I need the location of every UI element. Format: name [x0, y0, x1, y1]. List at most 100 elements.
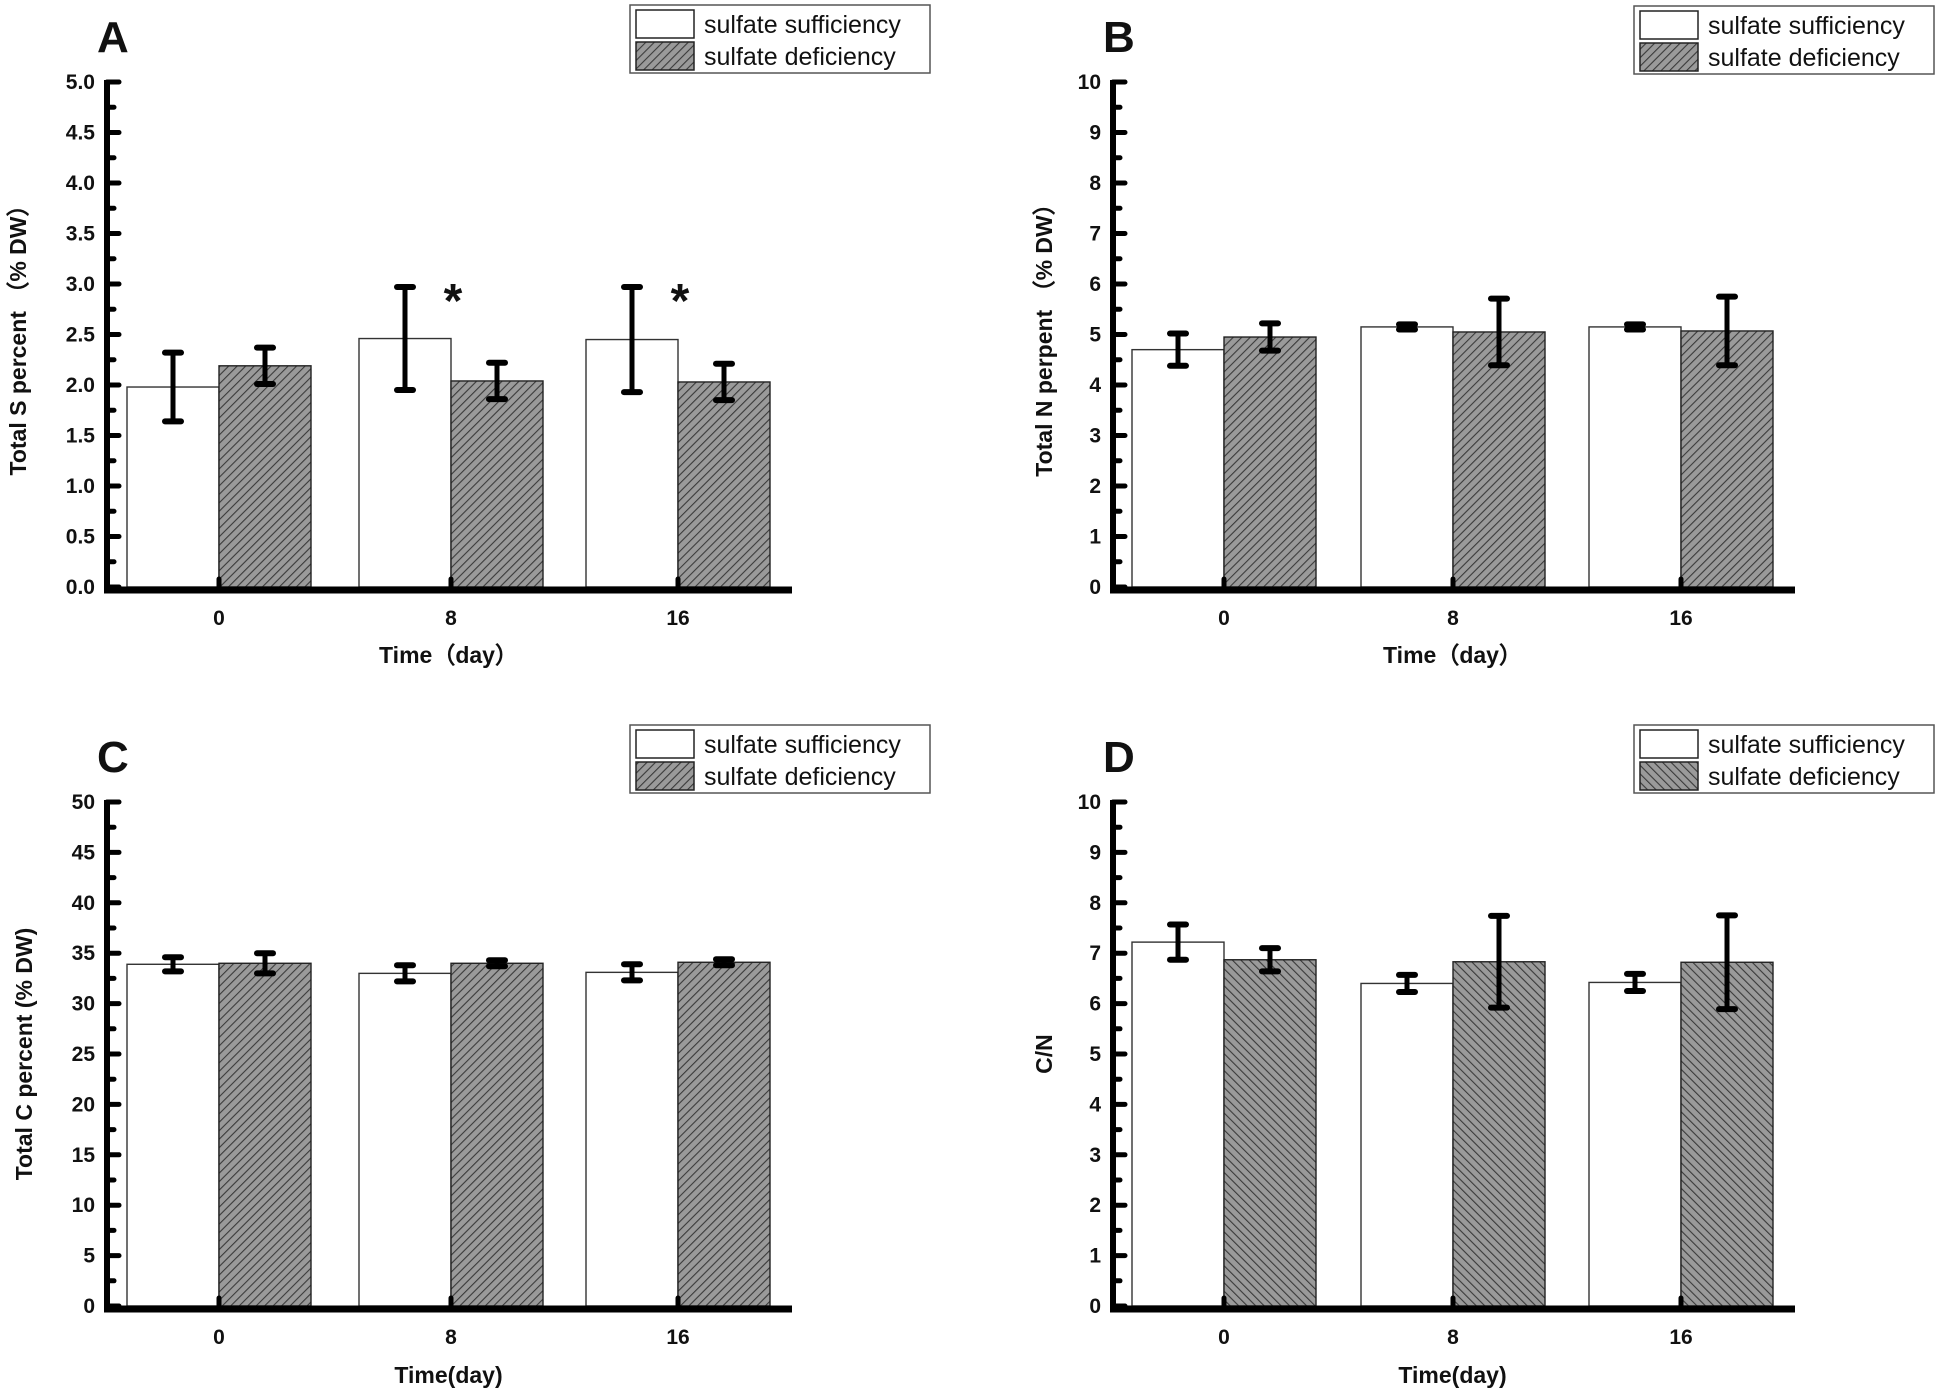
y-tick-label: 6 — [1089, 993, 1101, 1016]
error-bar — [162, 349, 184, 425]
panel-letter: B — [1103, 13, 1135, 62]
y-tick-label: 9 — [1089, 841, 1101, 864]
significance-marker: * — [444, 275, 463, 328]
error-bar — [621, 284, 643, 396]
y-tick-label: 6 — [1089, 273, 1101, 296]
y-tick-label: 0 — [1089, 576, 1101, 599]
legend: sulfate sufficiency sulfate deficiency — [1633, 5, 1935, 75]
x-tick-label: 8 — [445, 1326, 457, 1349]
legend-swatch-sufficiency — [1639, 729, 1699, 759]
x-tick-label: 8 — [445, 607, 457, 630]
bar-deficiency — [218, 962, 312, 1307]
bar-deficiency — [1452, 331, 1546, 588]
bar-deficiency — [1680, 961, 1774, 1307]
x-tick-label: 16 — [1669, 607, 1692, 630]
y-tick-label: 30 — [72, 993, 95, 1016]
bar-deficiency — [450, 380, 544, 588]
y-tick-label: 10 — [1078, 791, 1101, 814]
bar-deficiency — [677, 381, 771, 588]
error-bar — [394, 962, 416, 985]
panel-b: B 0 1 2 3 4 5 6 7 8 9 10 0 8 16 Time（day） Total N perpen… — [1031, 5, 1935, 668]
y-tick-label: 0 — [1089, 1295, 1101, 1318]
bar-sufficiency — [1588, 981, 1682, 1307]
x-tick-label: 0 — [1218, 1326, 1230, 1349]
x-tick-label: 0 — [1218, 607, 1230, 630]
y-axis-title: Total C percent (% DW) — [11, 928, 37, 1181]
legend-label: sulfate sufficiency — [704, 731, 901, 759]
error-bar — [1167, 330, 1189, 369]
error-bar — [1259, 945, 1281, 975]
y-tick-label: 2 — [1089, 475, 1101, 498]
error-bar — [1488, 295, 1510, 369]
legend-label: sulfate deficiency — [1708, 44, 1900, 72]
y-axis-title: Total S percent （% DW） — [5, 194, 31, 476]
legend-label: sulfate sufficiency — [704, 11, 901, 39]
x-tick-label: 0 — [213, 607, 225, 630]
x-tick-label: 8 — [1447, 607, 1459, 630]
bar-deficiency — [1452, 961, 1546, 1307]
error-bar — [1396, 321, 1418, 333]
bar-sufficiency — [358, 972, 452, 1307]
legend-swatch-deficiency — [635, 761, 695, 791]
y-tick-label: 4.0 — [66, 172, 95, 195]
legend: sulfate sufficiency sulfate deficiency — [1633, 724, 1935, 794]
x-tick-label: 16 — [666, 607, 689, 630]
legend: sulfate sufficiency sulfate deficiency — [629, 724, 931, 794]
bar-deficiency — [677, 961, 771, 1307]
error-bar — [713, 956, 735, 969]
panel-d: D 0 1 2 3 4 5 6 7 8 9 10 0 8 16 Time(day) C/N sulfate suf… — [1031, 724, 1935, 1388]
y-tick-label: 5 — [83, 1245, 95, 1268]
bar-deficiency — [218, 365, 312, 588]
y-tick-label: 3 — [1089, 425, 1101, 448]
y-tick-label: 1.0 — [66, 475, 95, 498]
x-tick-label: 16 — [666, 1326, 689, 1349]
bar-sufficiency — [1131, 348, 1225, 588]
y-tick-label: 2.0 — [66, 374, 95, 397]
error-bar — [713, 360, 735, 404]
y-tick-label: 0.0 — [66, 576, 95, 599]
significance-marker: * — [671, 275, 690, 328]
legend-swatch-deficiency — [635, 41, 695, 71]
y-tick-label: 5.0 — [66, 71, 95, 94]
error-bar — [1488, 912, 1510, 1011]
bar-deficiency — [450, 962, 544, 1307]
y-tick-label: 0 — [83, 1295, 95, 1318]
y-tick-label: 7 — [1089, 223, 1101, 246]
bar-deficiency — [1223, 959, 1317, 1307]
error-bar — [254, 344, 276, 387]
bar-sufficiency — [1360, 982, 1454, 1307]
y-tick-label: 45 — [72, 841, 96, 864]
legend-swatch-deficiency — [1639, 761, 1699, 791]
panel-a: A 0.0 0.5 1.0 1.5 2.0 2.5 3.0 3.5 4.0 4.5 5.0 0 8 16 Ti… — [5, 4, 931, 668]
x-axis-title: Time(day) — [394, 1362, 502, 1388]
y-tick-label: 3.5 — [66, 223, 96, 246]
y-tick-label: 4 — [1089, 374, 1101, 397]
x-tick-label: 8 — [1447, 1326, 1459, 1349]
x-tick-label: 0 — [213, 1326, 225, 1349]
y-tick-label: 10 — [1078, 71, 1101, 94]
error-bar — [486, 359, 508, 403]
y-tick-label: 8 — [1089, 892, 1101, 915]
bar-sufficiency — [1360, 326, 1454, 588]
legend-label: sulfate sufficiency — [1708, 731, 1905, 759]
y-tick-label: 0.5 — [66, 526, 96, 549]
y-tick-label: 1.5 — [66, 425, 96, 448]
legend: sulfate sufficiency sulfate deficiency — [629, 4, 931, 74]
y-tick-label: 20 — [72, 1093, 95, 1116]
y-axis-title: Total N perpent （% DW） — [1031, 192, 1057, 477]
legend-swatch-sufficiency — [635, 729, 695, 759]
y-axis-title: C/N — [1031, 1034, 1057, 1074]
error-bar — [394, 284, 416, 394]
legend-label: sulfate deficiency — [704, 763, 896, 791]
panel-c: C 0 5 10 15 20 25 30 35 40 45 50 0 8 16 Time(day) Total … — [11, 724, 931, 1388]
y-tick-label: 7 — [1089, 942, 1101, 965]
x-axis-title: Time(day) — [1398, 1362, 1506, 1388]
legend-swatch-sufficiency — [635, 9, 695, 39]
y-tick-label: 3.0 — [66, 273, 95, 296]
error-bar — [1624, 970, 1646, 994]
bar-sufficiency — [585, 971, 679, 1307]
error-bar — [486, 957, 508, 970]
y-tick-label: 8 — [1089, 172, 1101, 195]
y-tick-label: 5 — [1089, 324, 1101, 347]
